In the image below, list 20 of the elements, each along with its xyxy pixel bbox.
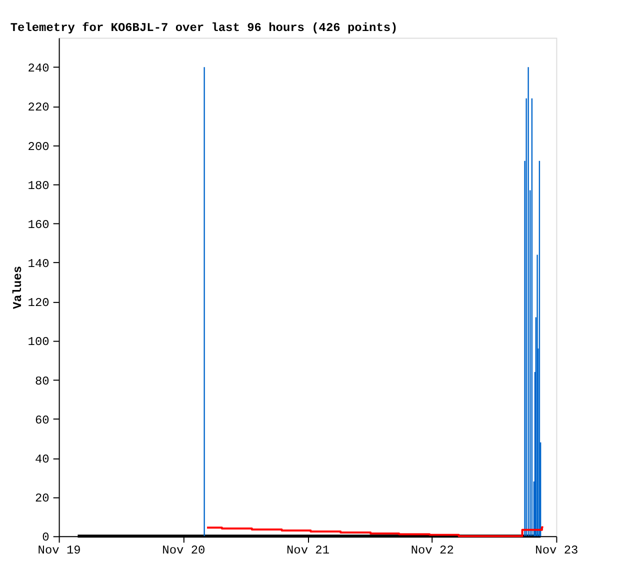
y-tick-label: 100 [28,335,50,350]
y-tick-label: 180 [28,178,50,193]
y-tick-label: 220 [28,100,50,115]
y-tick-label: 160 [28,218,50,232]
y-tick-label: 40 [34,452,50,466]
y-tick-label: 80 [34,374,50,388]
y-tick-label: 140 [28,257,50,272]
y-axis-title: Values [10,266,25,310]
x-tick-label: Nov 20 [162,544,206,558]
x-tick-label: Nov 21 [286,544,330,558]
y-tick-label: 200 [28,140,50,154]
y-tick-label: 240 [28,62,50,76]
y-tick-label: 0 [42,530,50,545]
y-tick-label: 120 [28,296,50,310]
chart-title: Telemetry for KO6BJL-7 over last 96 hours (426 points) [10,20,398,35]
x-tick-label: Nov 23 [535,544,578,558]
y-tick-label: 60 [34,413,50,428]
x-tick-label: Nov 19 [38,544,81,558]
y-tick-label: 20 [34,492,50,506]
x-tick-label: Nov 22 [410,544,454,558]
